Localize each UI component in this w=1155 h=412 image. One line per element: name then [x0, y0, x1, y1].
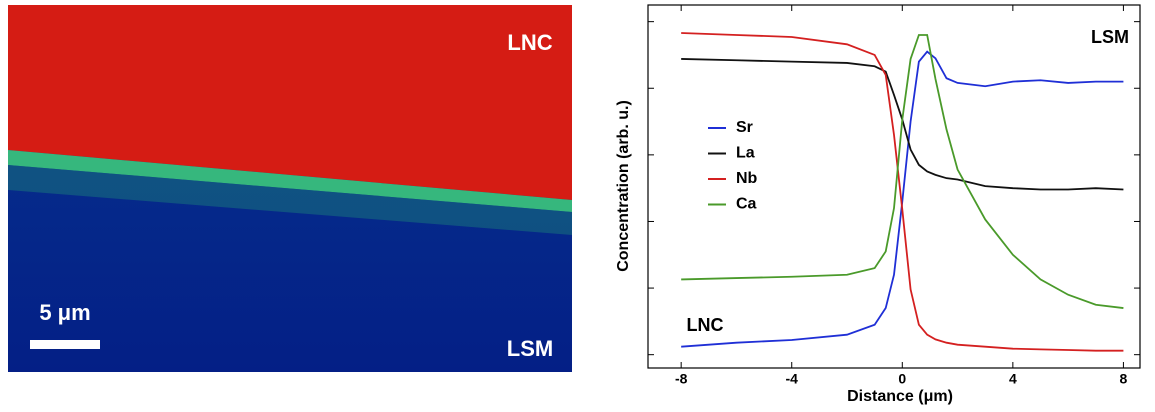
legend-label: La [736, 145, 755, 162]
chart: Distance (μm) Concentration (arb. u.) LS… [615, 5, 1140, 405]
legend-label: Sr [736, 119, 753, 136]
x-tick-label: -8 [675, 371, 688, 387]
legend-label: Ca [736, 196, 757, 213]
image-label: LNC [507, 30, 552, 55]
figure: LNC LSM 5 μm Distance (μm) Concentration… [0, 0, 1155, 407]
series-line [681, 33, 1123, 351]
x-tick-label: -4 [786, 371, 799, 387]
micrograph: LNC LSM 5 μm [8, 5, 572, 372]
annotation: LSM [1091, 27, 1129, 47]
x-tick-label: 4 [1009, 371, 1017, 387]
scale-bar-label: 5 μm [39, 300, 90, 325]
legend-label: Nb [736, 170, 758, 187]
image-label: LSM [507, 336, 553, 361]
scale-bar [30, 340, 100, 349]
y-axis-label: Concentration (arb. u.) [615, 100, 632, 272]
x-axis-label: Distance (μm) [847, 388, 953, 405]
x-tick-label: 0 [898, 371, 906, 387]
annotation: LNC [687, 315, 724, 335]
x-tick-label: 8 [1120, 371, 1128, 387]
